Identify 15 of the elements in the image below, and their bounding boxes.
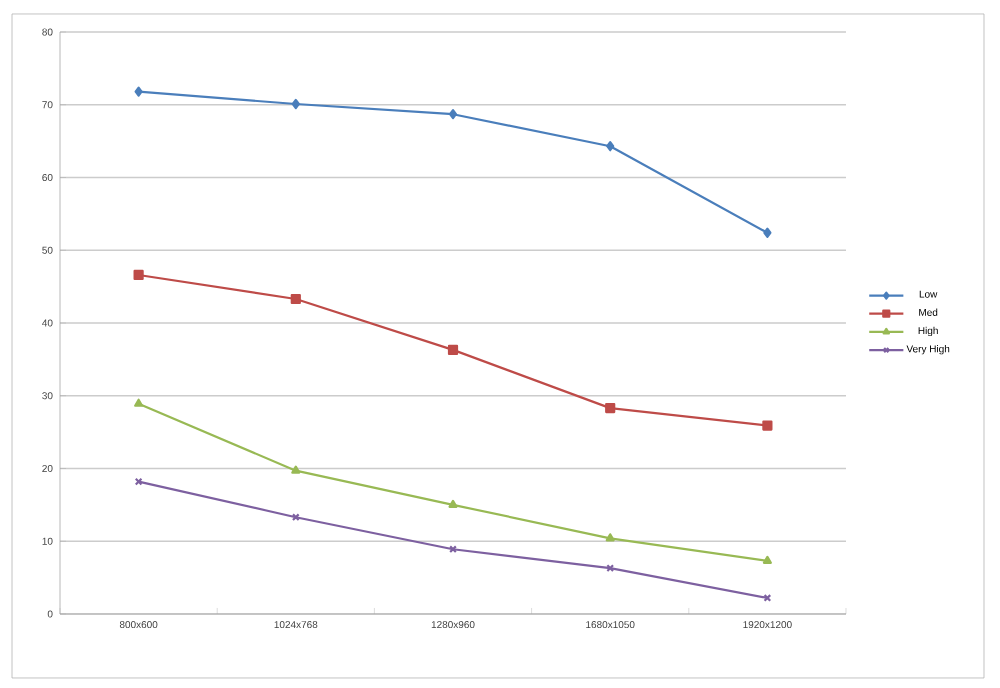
point [762, 555, 772, 564]
point [448, 499, 458, 508]
point [134, 398, 144, 407]
point [447, 344, 459, 355]
point [448, 109, 458, 120]
point [290, 293, 301, 305]
point [762, 420, 773, 431]
point [134, 86, 143, 97]
point [605, 403, 616, 414]
point [605, 533, 615, 542]
point [291, 98, 300, 110]
point [291, 465, 301, 474]
point [763, 227, 772, 238]
point [606, 141, 615, 152]
point [133, 269, 144, 281]
